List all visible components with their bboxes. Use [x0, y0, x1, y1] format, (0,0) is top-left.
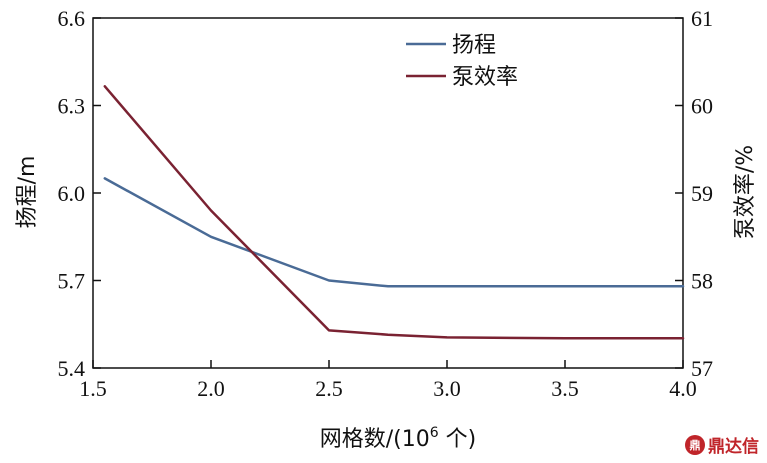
right-y-tick-label: 61 [691, 6, 713, 31]
legend-label-efficiency: 泵效率 [452, 65, 518, 90]
x-tick-label: 2.0 [197, 376, 225, 401]
x-tick-label: 2.5 [315, 376, 343, 401]
x-axis-label-main: 网格数/(10 [320, 427, 430, 452]
x-axis-label: 网格数/(106 个) [320, 425, 477, 452]
plot-frame [92, 17, 684, 369]
x-tick-label: 1.5 [79, 376, 107, 401]
left-y-tick-label: 5.4 [58, 356, 86, 381]
x-tick-label: 3.0 [433, 376, 461, 401]
right-y-tick-label: 59 [691, 181, 713, 206]
left-y-tick-label: 5.7 [58, 269, 86, 294]
left-y-tick-label: 6.3 [58, 94, 86, 119]
left-y-tick-label: 6.0 [58, 181, 86, 206]
legend: 扬程 泵效率 [406, 33, 518, 90]
left-y-axis-label: 扬程/m [15, 156, 40, 229]
x-axis-label-superscript: 6 [430, 425, 439, 441]
series-line-efficiency [103, 85, 685, 340]
watermark: 鼎 鼎达信 [685, 432, 759, 457]
watermark-text: 鼎达信 [708, 437, 759, 457]
x-axis-label-unit: 个) [439, 427, 477, 452]
right-y-tick-label: 58 [691, 269, 713, 294]
x-tick-label: 4.0 [669, 376, 697, 401]
right-y-tick-label: 60 [691, 94, 713, 119]
series-line-head [103, 177, 685, 288]
left-y-tick-label: 6.6 [58, 6, 86, 31]
legend-label-head: 扬程 [452, 33, 496, 58]
right-y-axis-label: 泵效率/% [733, 145, 758, 239]
ding-logo-icon: 鼎 [685, 434, 705, 455]
right-y-tick-label: 57 [691, 356, 713, 381]
x-tick-label: 3.5 [551, 376, 579, 401]
